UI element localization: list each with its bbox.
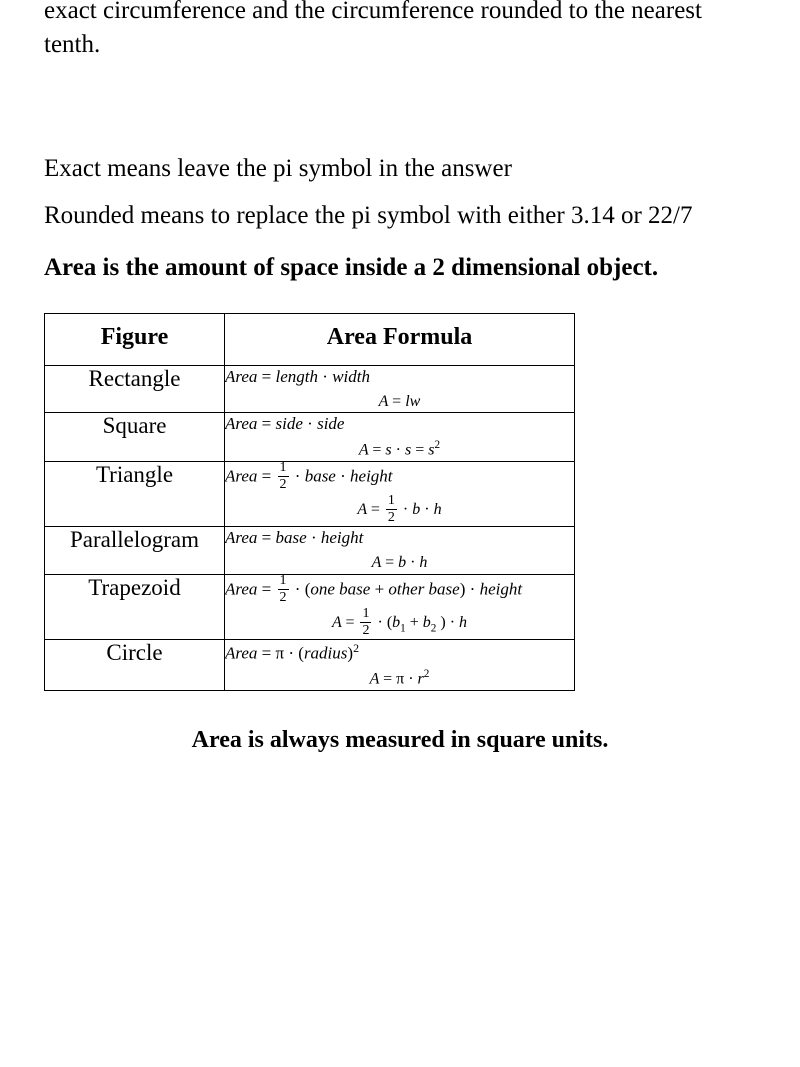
formula-words: Area = π · (radius)2 [225,640,574,666]
formula-cell: Area = 12 · (one base + other base) · he… [225,574,575,639]
table-row: TrapezoidArea = 12 · (one base + other b… [45,574,575,639]
figure-name: Trapezoid [45,574,225,639]
header-formula: Area Formula [225,313,575,365]
figure-name: Square [45,413,225,462]
formula-cell: Area = length · widthA = lw [225,365,575,413]
formula-symbols: A = 12 · (b1 + b2 ) · h [225,608,574,639]
figure-name: Rectangle [45,365,225,413]
formula-cell: Area = side · sideA = s · s = s2 [225,413,575,462]
formula-symbols: A = s · s = s2 [225,438,574,461]
figure-name: Circle [45,639,225,691]
area-formula-table: Figure Area Formula RectangleArea = leng… [44,313,575,691]
formula-words: Area = side · side [225,413,574,436]
rounded-definition: Rounded means to replace the pi symbol w… [44,199,756,233]
formula-words: Area = length · width [225,366,574,389]
formula-words: Area = 12 · (one base + other base) · he… [225,575,574,606]
header-figure: Figure [45,313,225,365]
formula-words: Area = base · height [225,527,574,550]
figure-name: Triangle [45,462,225,527]
formula-cell: Area = π · (radius)2A = π · r2 [225,639,575,691]
footer-note: Area is always measured in square units. [44,727,756,754]
formula-symbols: A = lw [225,391,574,413]
table-row: CircleArea = π · (radius)2A = π · r2 [45,639,575,691]
table-header-row: Figure Area Formula [45,313,575,365]
table-row: RectangleArea = length · widthA = lw [45,365,575,413]
intro-circumference-line: exact circumference and the circumferenc… [44,0,756,62]
table-body: RectangleArea = length · widthA = lwSqua… [45,365,575,690]
table-row: TriangleArea = 12 · base · heightA = 12 … [45,462,575,527]
formula-cell: Area = 12 · base · heightA = 12 · b · h [225,462,575,527]
formula-cell: Area = base · heightA = b · h [225,527,575,575]
formula-words: Area = 12 · base · height [225,462,574,493]
formula-symbols: A = b · h [225,552,574,574]
exact-definition: Exact means leave the pi symbol in the a… [44,152,756,186]
figure-name: Parallelogram [45,527,225,575]
table-row: SquareArea = side · sideA = s · s = s2 [45,413,575,462]
formula-symbols: A = π · r2 [225,667,574,690]
table-row: ParallelogramArea = base · heightA = b ·… [45,527,575,575]
formula-symbols: A = 12 · b · h [225,495,574,526]
area-definition: Area is the amount of space inside a 2 d… [44,251,756,285]
